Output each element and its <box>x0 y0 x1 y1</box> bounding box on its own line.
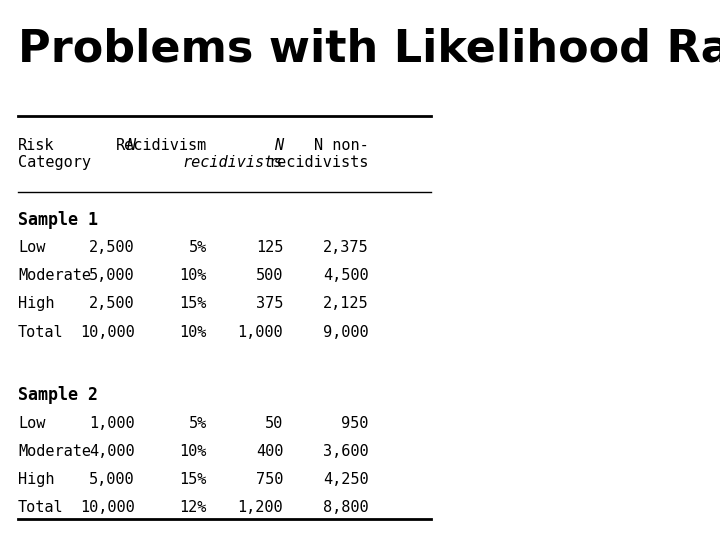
Text: N
recidivists: N recidivists <box>183 138 283 170</box>
Text: 950: 950 <box>341 416 369 431</box>
Text: Risk
Category: Risk Category <box>18 138 91 170</box>
Text: 4,250: 4,250 <box>323 472 369 487</box>
Text: 2,500: 2,500 <box>89 296 135 312</box>
Text: Problems with Likelihood Ratios: Problems with Likelihood Ratios <box>18 27 720 70</box>
Text: 9,000: 9,000 <box>323 325 369 340</box>
Text: Sample 1: Sample 1 <box>18 211 98 228</box>
Text: 750: 750 <box>256 472 283 487</box>
Text: Low: Low <box>18 240 45 255</box>
Text: Moderate: Moderate <box>18 268 91 284</box>
Text: 50: 50 <box>265 416 283 431</box>
Text: 2,500: 2,500 <box>89 240 135 255</box>
Text: 10%: 10% <box>179 444 207 459</box>
Text: 10,000: 10,000 <box>80 500 135 515</box>
Text: 15%: 15% <box>179 472 207 487</box>
Text: 1,000: 1,000 <box>89 416 135 431</box>
Text: Moderate: Moderate <box>18 444 91 459</box>
Text: 8,800: 8,800 <box>323 500 369 515</box>
Text: 15%: 15% <box>179 296 207 312</box>
Text: Recidivism: Recidivism <box>115 138 207 153</box>
Text: Low: Low <box>18 416 45 431</box>
Text: 2,375: 2,375 <box>323 240 369 255</box>
Text: 5,000: 5,000 <box>89 268 135 284</box>
Text: 125: 125 <box>256 240 283 255</box>
Text: 400: 400 <box>256 444 283 459</box>
Text: N: N <box>126 138 135 153</box>
Text: N non-
recidivists: N non- recidivists <box>268 138 369 170</box>
Text: 375: 375 <box>256 296 283 312</box>
Text: Total: Total <box>18 325 63 340</box>
Text: 10%: 10% <box>179 268 207 284</box>
Text: High: High <box>18 296 55 312</box>
Text: 10%: 10% <box>179 325 207 340</box>
Text: 4,000: 4,000 <box>89 444 135 459</box>
Text: 10,000: 10,000 <box>80 325 135 340</box>
Text: 1,200: 1,200 <box>238 500 283 515</box>
Text: 5%: 5% <box>189 240 207 255</box>
Text: 5%: 5% <box>189 416 207 431</box>
Text: Total: Total <box>18 500 63 515</box>
Text: 2,125: 2,125 <box>323 296 369 312</box>
Text: 3,600: 3,600 <box>323 444 369 459</box>
Text: High: High <box>18 472 55 487</box>
Text: 1,000: 1,000 <box>238 325 283 340</box>
Text: 500: 500 <box>256 268 283 284</box>
Text: 5,000: 5,000 <box>89 472 135 487</box>
Text: 12%: 12% <box>179 500 207 515</box>
Text: Sample 2: Sample 2 <box>18 386 98 404</box>
Text: 4,500: 4,500 <box>323 268 369 284</box>
